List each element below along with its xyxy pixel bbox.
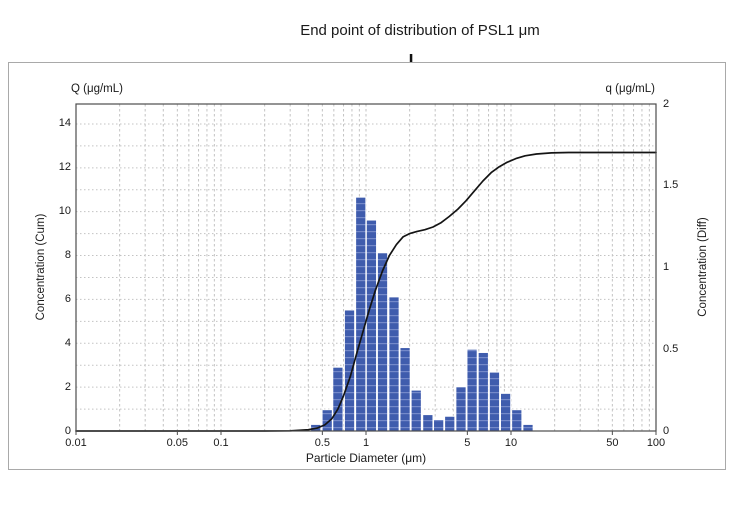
x-axis-tick-label: 0.1 [213,437,229,449]
x-axis-tick-label: 50 [606,437,619,449]
left-axis-unit-label: Q (μg/mL) [71,83,123,95]
x-axis-title: Particle Diameter (μm) [305,451,427,465]
histogram-bar [410,389,422,432]
histogram-bar [511,409,523,432]
x-axis-tick-label: 0.01 [65,437,87,449]
histogram-bar [344,309,356,432]
x-axis-tick-label: 1 [362,437,370,449]
histogram-bar [488,371,500,432]
histogram-bar [433,419,445,432]
histogram-bar [466,348,478,432]
x-axis-tick-label: 5 [464,437,471,449]
y-axis-left-tick-label: 4 [64,336,71,349]
x-axis-tick-label: 0.5 [314,437,330,449]
figure-frame: Q (μg/mL) q (μg/mL) Concentration (Cum) … [8,62,726,470]
y-axis-left-tick-label: 10 [58,205,71,218]
histogram-bar [399,347,411,432]
y-axis-left-tick-label: 0 [64,424,71,437]
y-axis-left-tick-label: 14 [58,117,71,130]
y-axis-right-tick-label: 1.5 [663,179,679,192]
y-axis-left-tick-label: 12 [58,161,71,174]
histogram-bar [500,392,512,432]
plot-area [75,103,657,435]
right-axis-unit-label: q (μg/mL) [605,83,655,95]
histogram-bar [365,219,377,432]
y-axis-right-tick-label: 1 [663,261,670,273]
histogram-bar [455,386,467,432]
histogram-bar [388,296,400,432]
x-axis-tick-label: 0.05 [166,437,189,449]
histogram-bar [422,414,434,432]
y-axis-left-tick-label: 2 [64,380,71,393]
histogram-bar [477,352,489,432]
histogram-bar [522,424,534,432]
y-axis-right-tick-label: 2 [663,97,670,110]
x-axis-tick-label: 100 [646,437,666,449]
histogram-bar [444,415,456,432]
histogram-bar [355,196,367,432]
y-axis-left-tick-label: 8 [64,249,71,262]
y-axis-right-tick-label: 0 [663,424,670,437]
y-axis-left-tick-label: 6 [64,292,71,305]
x-axis-tick-label: 10 [504,437,518,449]
y-axis-right-tick-label: 0.5 [663,342,679,355]
cumulative-curve [75,151,657,432]
annotation-text: End point of distribution of PSL1 μm [300,22,540,39]
